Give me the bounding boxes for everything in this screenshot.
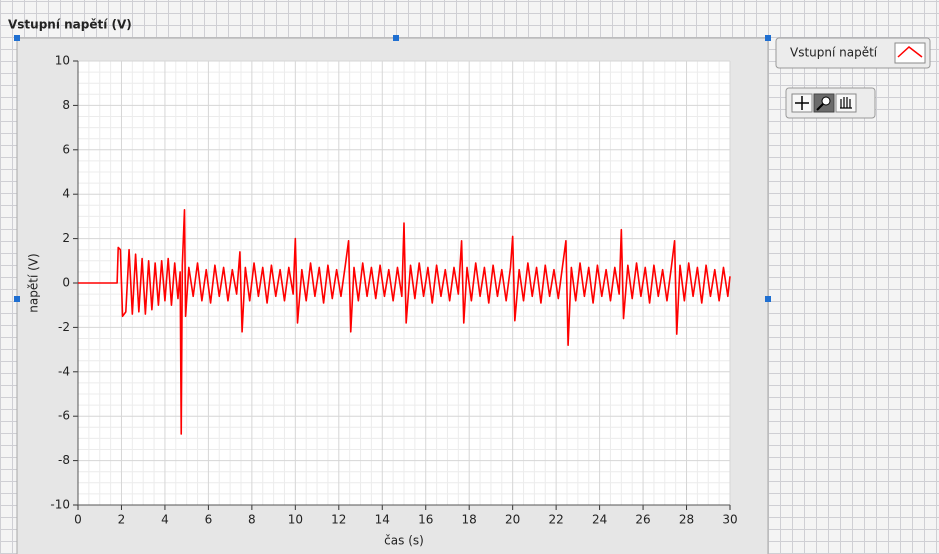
x-tick-label: 24 [592,513,607,527]
handle [393,35,399,41]
y-tick-label: 2 [62,231,70,245]
x-tick-label: 6 [205,513,213,527]
y-tick-label: -6 [58,409,70,423]
x-tick-label: 26 [635,513,650,527]
y-tick-label: -2 [58,320,70,334]
pan-tool[interactable] [835,93,857,113]
legend-swatch-box [894,42,926,64]
x-tick-label: 2 [118,513,126,527]
y-tick-label: 6 [62,142,70,156]
handle [14,296,20,302]
x-tick-label: 30 [722,513,737,527]
zoom-tool[interactable] [813,93,835,113]
x-tick-label: 20 [505,513,520,527]
y-tick-label: 8 [62,98,70,112]
handle [765,35,771,41]
legend-label: Vstupní napětí [790,46,878,60]
y-tick-label: 0 [62,276,70,290]
legend-swatch [897,46,923,58]
x-tick-label: 4 [161,513,169,527]
x-tick-label: 8 [248,513,256,527]
y-tick-label: 4 [62,187,70,201]
data-line [78,208,731,435]
cursor-tool[interactable] [791,93,813,113]
y-tick-label: 10 [55,54,70,68]
y-tick-label: -8 [58,453,70,467]
x-tick-label: 16 [418,513,433,527]
x-tick-label: 10 [288,513,303,527]
x-tick-label: 0 [74,513,82,527]
y-tick-label: -10 [50,498,70,512]
x-tick-label: 28 [679,513,694,527]
y-axis-label: napětí (V) [27,253,41,312]
handle [14,35,20,41]
x-axis-label: čas (s) [384,534,424,548]
x-tick-label: 18 [462,513,477,527]
y-tick-label: -4 [58,364,70,378]
x-tick-label: 22 [548,513,563,527]
x-tick-label: 14 [375,513,390,527]
chart-title: Vstupní napětí (V) [8,18,132,32]
legend [775,37,931,69]
handle [765,296,771,302]
x-tick-label: 12 [331,513,346,527]
